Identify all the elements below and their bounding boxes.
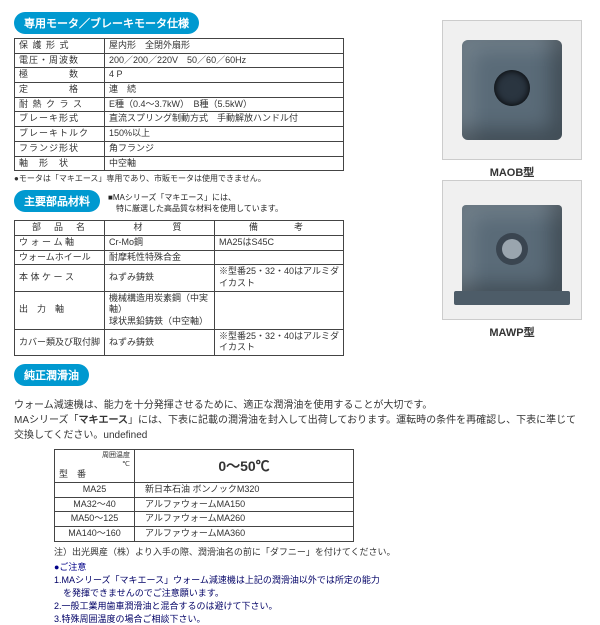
- section-header-lubricant: 純正潤滑油: [14, 364, 89, 386]
- material-spec: 機械構造用炭素鋼（中実軸）球状黒鉛鋳鉄（中空軸）: [105, 291, 215, 329]
- oil-name: 新日本石油 ボンノックM320: [135, 482, 354, 497]
- section-header-materials: 主要部品材料: [14, 190, 100, 212]
- material-remark: [215, 291, 344, 329]
- material-remark: ※型番25・32・40はアルミダイカスト: [215, 329, 344, 355]
- caution-2: 2.一般工業用歯車潤滑油と混合するのは避けて下さい。: [54, 599, 586, 612]
- materials-table: 部 品 名材 質備 考 ウ ォ ー ム 軸Cr-Mo鋼MA25はS45C ウォーム…: [14, 220, 344, 356]
- caution-header: ●ご注意: [54, 560, 586, 573]
- spec-label: 極 数: [15, 68, 105, 83]
- oil-model: MA50～125: [55, 512, 135, 527]
- spec-value: 角フランジ: [105, 141, 344, 156]
- spec-value: 150%以上: [105, 127, 344, 142]
- material-name: 出 力 軸: [15, 291, 105, 329]
- material-name: 本 体 ケ ー ス: [15, 265, 105, 291]
- materials-note: ■MAシリーズ「マキエース」には、 特に厳選した高品質な材料を使用しています。: [108, 192, 283, 214]
- product-image-maob: MAOB型: [442, 20, 582, 180]
- spec-label: フランジ形状: [15, 141, 105, 156]
- materials-header: 備 考: [215, 221, 344, 236]
- spec-label: 電圧・周波数: [15, 53, 105, 68]
- spec-label: ブレーキ形式: [15, 112, 105, 127]
- material-name: ウォームホイール: [15, 250, 105, 265]
- material-spec: ねずみ鋳鉄: [105, 329, 215, 355]
- gearbox-image: [442, 20, 582, 160]
- lubricant-description: ウォーム減速機は、能力を十分発揮させるために、適正な潤滑油を使用することが大切で…: [14, 398, 586, 443]
- spec-value: 200／200／220V 50／60／60Hz: [105, 53, 344, 68]
- material-remark: MA25はS45C: [215, 235, 344, 250]
- materials-header: 部 品 名: [15, 221, 105, 236]
- gearbox-image: [442, 180, 582, 320]
- oil-header-temp: 0～50℃: [135, 450, 354, 483]
- oil-name: アルファウォームMA150: [135, 497, 354, 512]
- annotation-note: 注）出光興産（株）より入手の際、潤滑油名の前に「ダフニー」を付けてください。: [54, 545, 586, 558]
- material-spec: ねずみ鋳鉄: [105, 265, 215, 291]
- caution-3: 3.特殊周囲温度の場合ご相談下さい。: [54, 612, 586, 625]
- material-name: ウ ォ ー ム 軸: [15, 235, 105, 250]
- material-remark: ※型番25・32・40はアルミダイカスト: [215, 265, 344, 291]
- product-image-mawp: MAWP型: [442, 180, 582, 340]
- spec-label: 耐 熱 ク ラ ス: [15, 97, 105, 112]
- spec-label: 保 護 形 式: [15, 39, 105, 54]
- material-remark: [215, 250, 344, 265]
- annotations-block: 注）出光興産（株）より入手の際、潤滑油名の前に「ダフニー」を付けてください。 ●…: [54, 545, 586, 625]
- product-label-maob: MAOB型: [490, 164, 535, 180]
- motor-spec-table: 保 護 形 式屋内形 全閉外扇形電圧・周波数200／200／220V 50／60…: [14, 38, 344, 171]
- caution-1: 1.MAシリーズ「マキエース」ウォーム減速機は上記の潤滑油以外では所定の能力 を…: [54, 573, 586, 599]
- section-header-motor-spec: 専用モータ／ブレーキモータ仕様: [14, 12, 199, 34]
- oil-model: MA25: [55, 482, 135, 497]
- oil-table: 周囲温度℃ 型 番 0～50℃ MA25新日本石油 ボンノックM320MA32～…: [54, 449, 354, 542]
- material-name: カバー類及び取付脚: [15, 329, 105, 355]
- oil-name: アルファウォームMA260: [135, 512, 354, 527]
- oil-name: アルファウォームMA360: [135, 527, 354, 542]
- spec-value: 屋内形 全閉外扇形: [105, 39, 344, 54]
- spec-label: ブレーキトルク: [15, 127, 105, 142]
- oil-header-model: 周囲温度℃ 型 番: [55, 450, 135, 483]
- oil-model: MA32～40: [55, 497, 135, 512]
- product-label-mawp: MAWP型: [489, 324, 534, 340]
- material-spec: 耐摩耗性特殊合金: [105, 250, 215, 265]
- spec-value: 直流スプリング制動方式 手動解放ハンドル付: [105, 112, 344, 127]
- materials-header: 材 質: [105, 221, 215, 236]
- spec-label: 定 格: [15, 83, 105, 98]
- spec-value: 連 続: [105, 83, 344, 98]
- spec-value: 4 P: [105, 68, 344, 83]
- spec-value: 中空軸: [105, 156, 344, 171]
- material-spec: Cr-Mo鋼: [105, 235, 215, 250]
- spec-label: 軸 形 状: [15, 156, 105, 171]
- spec-value: E種（0.4～3.7kW） B種（5.5kW）: [105, 97, 344, 112]
- oil-model: MA140～160: [55, 527, 135, 542]
